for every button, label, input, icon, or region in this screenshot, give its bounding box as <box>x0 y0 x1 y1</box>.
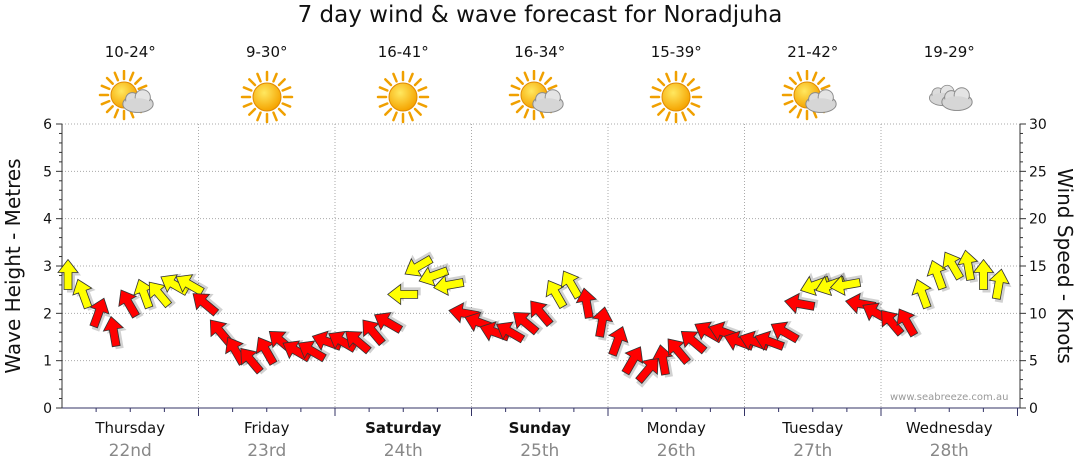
credit-text: www.seabreeze.com.au <box>890 392 1009 403</box>
day-temperature: 15-39° <box>650 43 702 61</box>
cloudy-icon <box>917 70 981 124</box>
wind-arrow <box>911 278 935 311</box>
y-tick-label-right: 30 <box>1029 117 1047 133</box>
sunny-icon <box>235 70 299 124</box>
wind-arrow <box>530 300 558 328</box>
wind-arrow <box>770 321 804 344</box>
day-name: Friday <box>244 419 290 437</box>
wind-arrow <box>972 258 997 293</box>
wind-arrow <box>192 293 223 317</box>
wind-arrow <box>783 291 819 315</box>
wind-arrow <box>57 258 81 293</box>
wind-arrow <box>754 329 789 351</box>
wind-arrow <box>680 330 712 355</box>
wind-arrow <box>560 270 587 301</box>
wind-arrow <box>829 272 864 296</box>
wind-arrow <box>89 297 111 332</box>
wind-arrow <box>175 273 209 296</box>
y-tick-label-right: 10 <box>1029 306 1047 322</box>
wind-arrow <box>433 272 467 296</box>
day-name: Thursday <box>95 419 166 437</box>
wind-arrow <box>896 308 922 339</box>
wind-arrow <box>102 315 127 350</box>
wind-arrow <box>118 289 144 320</box>
wind-arrow <box>591 306 615 341</box>
day-name: Wednesday <box>905 419 993 437</box>
wind-arrow <box>575 287 600 321</box>
y-tick-label-left: 0 <box>43 401 52 417</box>
wind-arrow <box>608 326 630 361</box>
wind-arrow <box>418 263 451 287</box>
y-tick-label-right: 0 <box>1029 401 1038 417</box>
day-date: 24th <box>383 441 423 461</box>
y-tick-label-right: 15 <box>1029 259 1047 275</box>
day-date: 28th <box>929 441 969 461</box>
partly-cloudy-icon <box>98 69 162 124</box>
wind-arrow <box>926 259 951 292</box>
y-tick-label-right: 20 <box>1029 212 1047 228</box>
day-date: 27th <box>793 441 833 461</box>
y-tick-label-right: 5 <box>1029 354 1038 370</box>
day-temperature: 16-41° <box>377 43 429 61</box>
wind-arrow <box>297 339 331 363</box>
day-date: 25th <box>520 441 560 461</box>
day-temperature: 16-34° <box>514 43 566 61</box>
day-temperature: 19-29° <box>923 43 975 61</box>
y-tick-label-left: 5 <box>43 164 52 180</box>
wind-arrow <box>387 281 421 306</box>
partly-cloudy-icon <box>781 69 845 124</box>
day-name: Monday <box>646 419 706 437</box>
wind-arrow <box>72 278 96 311</box>
y-tick-label-left: 3 <box>43 259 52 275</box>
partly-cloudy-icon <box>508 69 572 124</box>
wind-arrow <box>988 268 1012 303</box>
chart-title: 7 day wind & wave forecast for Noradjuha <box>297 2 783 28</box>
wind-arrow <box>496 321 529 344</box>
day-date: 23rd <box>247 441 287 461</box>
wind-arrow <box>957 249 982 283</box>
wind-arrow <box>512 312 544 336</box>
wind-arrow <box>635 357 659 388</box>
day-name: Sunday <box>508 419 571 437</box>
wind-arrow <box>621 346 644 379</box>
y-tick-label-left: 1 <box>43 354 52 370</box>
wind-arrow <box>404 251 435 277</box>
day-temperature: 10-24° <box>104 43 156 61</box>
y-tick-label-left: 4 <box>43 212 52 228</box>
day-date: 22nd <box>108 441 152 461</box>
day-name: Saturday <box>365 419 442 437</box>
wind-arrow <box>373 311 407 334</box>
y-tick-label-right: 25 <box>1029 164 1047 180</box>
sunny-icon <box>644 70 708 124</box>
wind-arrow <box>652 344 676 378</box>
wind-arrow <box>345 330 376 355</box>
y-tick-label-left: 2 <box>43 306 52 322</box>
sunny-icon <box>371 70 435 124</box>
day-temperature: 21-42° <box>787 43 839 61</box>
day-date: 26th <box>656 441 696 461</box>
day-name: Tuesday <box>782 419 844 437</box>
wind-arrow <box>667 338 695 366</box>
wind-arrow <box>942 251 968 282</box>
wind-arrow <box>255 336 281 367</box>
day-temperature: 9-30° <box>245 43 288 61</box>
y-tick-label-left: 6 <box>43 117 52 133</box>
